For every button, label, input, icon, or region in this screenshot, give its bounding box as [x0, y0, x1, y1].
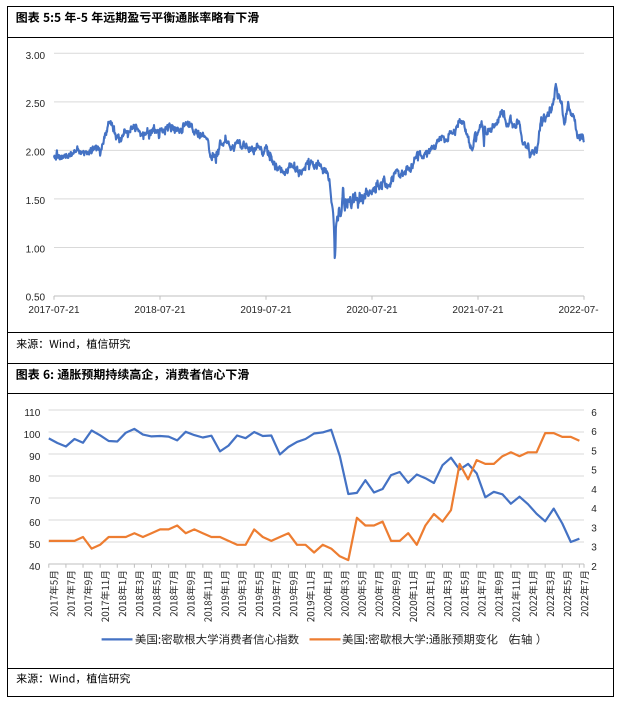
svg-text:2: 2: [591, 562, 597, 573]
svg-text:3: 3: [591, 523, 597, 534]
svg-text:2018-07-21: 2018-07-21: [134, 305, 186, 316]
svg-text:3: 3: [591, 543, 597, 554]
svg-text:2020-07-21: 2020-07-21: [346, 305, 398, 316]
svg-text:6: 6: [591, 408, 597, 419]
svg-text:70: 70: [29, 496, 41, 507]
svg-text:2022-07-: 2022-07-: [559, 305, 599, 316]
svg-text:2017-07-21: 2017-07-21: [28, 305, 80, 316]
svg-text:60: 60: [29, 518, 41, 529]
svg-text:90: 90: [29, 452, 41, 463]
svg-text:2.00: 2.00: [26, 148, 46, 159]
svg-text:4: 4: [591, 504, 597, 515]
svg-text:6: 6: [591, 427, 597, 438]
svg-text:40: 40: [29, 562, 41, 573]
svg-text:5: 5: [591, 466, 597, 477]
svg-text:50: 50: [29, 540, 41, 551]
svg-text:1.00: 1.00: [26, 244, 46, 255]
svg-text:2.50: 2.50: [26, 99, 46, 110]
svg-text:100: 100: [24, 430, 41, 441]
svg-text:5: 5: [591, 446, 597, 457]
svg-text:4: 4: [591, 485, 597, 496]
svg-text:80: 80: [29, 474, 41, 485]
svg-text:1.50: 1.50: [26, 196, 46, 207]
svg-text:0.50: 0.50: [26, 293, 46, 304]
svg-text:3.00: 3.00: [26, 51, 46, 62]
svg-text:2019-07-21: 2019-07-21: [240, 305, 292, 316]
svg-text:110: 110: [24, 408, 40, 419]
svg-text:2021-07-21: 2021-07-21: [452, 305, 504, 316]
